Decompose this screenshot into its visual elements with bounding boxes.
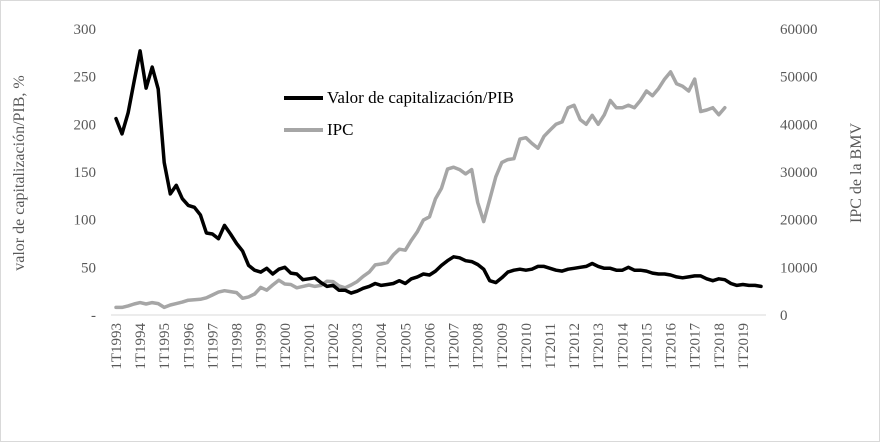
y-tick-label: 300 — [74, 22, 97, 38]
x-tick-label: 1T2012 — [567, 323, 583, 370]
legend-label-ipc: IPC — [327, 120, 353, 139]
x-tick-label: 1T2002 — [326, 323, 342, 370]
y-tick-label: 200 — [74, 117, 97, 133]
series-line-valor — [114, 49, 763, 295]
x-tick-label: 1T2006 — [422, 323, 438, 370]
x-tick-label: 1T1994 — [133, 323, 149, 370]
left-axis-title: valor de capitalización/PIB, % — [11, 75, 28, 270]
legend-label-valor: Valor de capitalización/PIB — [327, 88, 514, 107]
y2-tick-label: 60000 — [780, 22, 818, 38]
y2-tick-label: 0 — [780, 308, 788, 324]
x-tick-label: 1T1997 — [205, 323, 221, 370]
x-tick-label: 1T1996 — [181, 323, 197, 370]
x-tick-label: 1T2016 — [664, 323, 680, 370]
x-tick-label: 1T2019 — [736, 323, 752, 370]
x-tick-label: 1T2010 — [519, 323, 535, 370]
x-tick-label: 1T2008 — [471, 323, 487, 370]
x-tick-label: 1T2001 — [302, 323, 318, 370]
y2-tick-label: 30000 — [780, 165, 818, 181]
y-tick-label: 100 — [74, 213, 97, 229]
right-axis-title: IPC de la BMV — [848, 123, 865, 223]
x-tick-label: 1T2011 — [543, 323, 559, 369]
x-tick-label: 1T2017 — [688, 323, 704, 370]
y-tick-label: - — [91, 308, 96, 324]
x-tick-label: 1T1998 — [230, 323, 246, 370]
x-tick-label: 1T2007 — [447, 323, 463, 370]
x-tick-label: 1T1995 — [157, 323, 173, 370]
x-tick-label: 1T1999 — [254, 323, 270, 370]
x-tick-label: 1T2013 — [591, 323, 607, 370]
x-tick-label: 1T2014 — [615, 323, 631, 370]
right-axis-ticks: 60000 50000 40000 30000 20000 10000 0 — [780, 22, 818, 324]
series-line-ipc — [114, 70, 727, 310]
x-tick-label: 1T2000 — [278, 323, 294, 370]
y-tick-label: 250 — [74, 70, 97, 86]
x-tick-label: 1T2005 — [398, 323, 414, 370]
x-tick-label: 1T2015 — [639, 323, 655, 370]
y2-tick-label: 50000 — [780, 70, 818, 86]
legend: Valor de capitalización/PIB IPC — [284, 88, 514, 139]
left-axis-ticks: 300 250 200 150 100 50 - — [74, 22, 97, 324]
x-tick-label: 1T2004 — [374, 323, 390, 370]
y2-tick-label: 40000 — [780, 117, 818, 133]
y-tick-label: 150 — [74, 165, 97, 181]
x-tick-label: 1T2018 — [712, 323, 728, 370]
y-tick-label: 50 — [81, 260, 96, 276]
y2-tick-label: 10000 — [780, 260, 818, 276]
y2-tick-label: 20000 — [780, 213, 818, 229]
x-tick-label: 1T2009 — [495, 323, 511, 370]
x-tick-label: 1T2003 — [350, 323, 366, 370]
x-axis-ticks: 1T1993 1T1994 1T1995 1T1996 1T1997 1T1998 1T19… — [109, 323, 752, 370]
series-layer — [114, 49, 763, 310]
x-tick-label: 1T1993 — [109, 323, 125, 370]
